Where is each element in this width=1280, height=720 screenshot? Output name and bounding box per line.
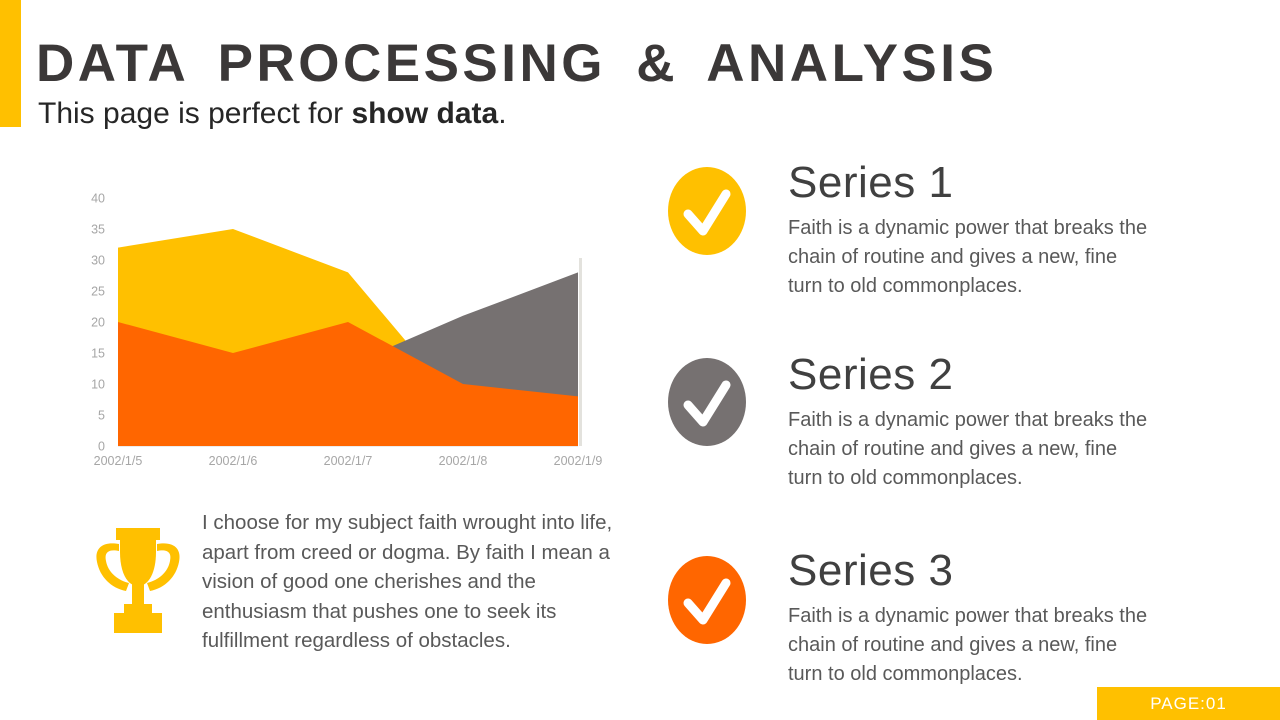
feature-title: Series 1: [788, 158, 954, 207]
feature-text: Series 1 Faith is a dynamic power that b…: [788, 158, 1154, 301]
feature-description: Faith is a dynamic power that breaks the…: [788, 605, 1148, 686]
page-subtitle: This page is perfect for show data.: [38, 97, 507, 131]
y-axis-tick-label: 5: [98, 409, 105, 423]
y-axis-tick-label: 35: [91, 223, 105, 237]
y-axis-tick-label: 0: [98, 440, 105, 454]
area-chart-canvas: 0 5 10 15 20 25 30 35 40 2002/1/5 2002/1/6 2002/1/7…: [91, 192, 603, 469]
quote-block: I choose for my subject faith wrought in…: [88, 508, 624, 656]
feature-series-3: Series 3 Faith is a dynamic power that b…: [668, 546, 1154, 689]
y-axis-tick-label: 30: [91, 254, 105, 268]
checkmark-glyph: [683, 189, 731, 236]
y-axis-tick-label: 10: [91, 378, 105, 392]
feature-text: Series 3 Faith is a dynamic power that b…: [788, 546, 1154, 689]
x-axis-tick-label: 2002/1/9: [554, 454, 603, 468]
area-series-3: [118, 322, 578, 446]
x-axis-tick-label: 2002/1/6: [209, 454, 258, 468]
y-axis-tick-label: 20: [91, 316, 105, 330]
page-title: DATA PROCESSING & ANALYSIS: [36, 34, 998, 93]
feature-text: Series 2 Faith is a dynamic power that b…: [788, 350, 1154, 493]
y-axis-tick-label: 15: [91, 347, 105, 361]
y-axis-tick-label: 25: [91, 285, 105, 299]
feature-title: Series 3: [788, 546, 954, 595]
trophy-icon: [88, 526, 194, 656]
y-axis-tick-label: 40: [91, 192, 105, 206]
subtitle-emphasis: show data: [351, 97, 499, 130]
trophy-glyph: [96, 528, 180, 633]
check-circle-icon: [668, 358, 746, 446]
page-number-label: PAGE:01: [1150, 693, 1227, 713]
x-axis-tick-label: 2002/1/7: [324, 454, 373, 468]
checkmark-glyph: [683, 578, 731, 625]
check-circle-icon: [668, 167, 746, 255]
feature-title: Series 2: [788, 350, 954, 399]
accent-bar: [0, 0, 21, 127]
quote-text: I choose for my subject faith wrought in…: [202, 511, 613, 652]
check-circle-fill: [668, 556, 746, 644]
feature-description: Faith is a dynamic power that breaks the…: [788, 217, 1148, 298]
feature-description: Faith is a dynamic power that breaks the…: [788, 409, 1148, 490]
subtitle-prefix: This page is perfect for: [38, 97, 352, 130]
page-number-badge: PAGE:01: [1097, 687, 1280, 720]
subtitle-suffix: .: [498, 97, 507, 130]
feature-series-2: Series 2 Faith is a dynamic power that b…: [668, 350, 1154, 493]
check-circle-fill: [668, 167, 746, 255]
x-axis-tick-label: 2002/1/8: [439, 454, 488, 468]
check-circle-fill: [668, 358, 746, 446]
feature-series-1: Series 1 Faith is a dynamic power that b…: [668, 158, 1154, 301]
area-chart: 0 5 10 15 20 25 30 35 40 2002/1/5 2002/1/6 2002/1/7…: [60, 185, 620, 480]
checkmark-glyph: [683, 380, 731, 427]
check-circle-icon: [668, 556, 746, 644]
x-axis-tick-label: 2002/1/5: [94, 454, 143, 468]
